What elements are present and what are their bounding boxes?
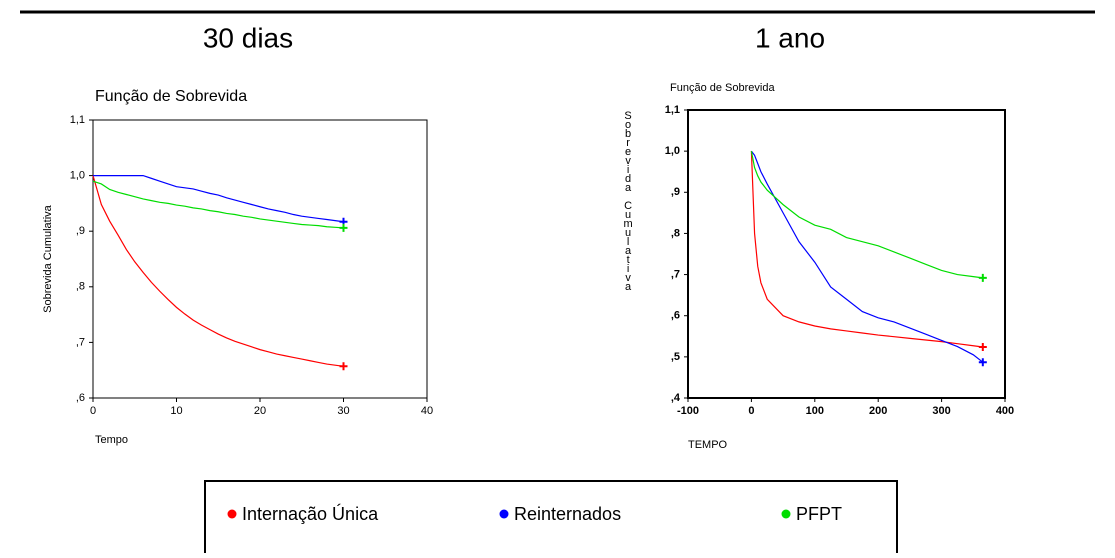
x-tick-label: 300 (932, 405, 950, 417)
y-tick-label: ,4 (671, 392, 681, 404)
chart-subtitle: Função de Sobrevida (670, 82, 775, 94)
y-tick-label: 1,1 (665, 104, 680, 116)
x-tick-label: 20 (254, 405, 266, 417)
plot-frame (687, 109, 1006, 399)
y-tick-label: ,7 (671, 268, 680, 280)
chart-title: 1 ano (755, 22, 825, 53)
survival-curve (93, 175, 344, 223)
y-tick-label: ,9 (76, 225, 85, 237)
x-tick-label: 400 (996, 405, 1014, 417)
x-axis-label: Tempo (95, 434, 128, 446)
survival-curve (92, 175, 344, 367)
y-tick-label: ,6 (671, 310, 680, 322)
censor-marker (339, 223, 348, 232)
legend-swatch (499, 509, 509, 519)
x-tick-label: 30 (337, 405, 349, 417)
legend-box (204, 480, 898, 558)
x-tick-label: -100 (677, 405, 699, 417)
y-tick-label: 1,1 (70, 114, 85, 126)
y-tick-label: ,8 (76, 281, 85, 293)
survival-curve (750, 151, 983, 348)
legend-swatch (781, 509, 791, 519)
legend-swatch (227, 509, 237, 519)
x-tick-label: 40 (421, 405, 433, 417)
x-axis-label: TEMPO (688, 439, 728, 451)
y-axis-label: Sobrevida Cumulativa (622, 110, 634, 290)
survival-curve (92, 180, 344, 229)
legend-label: PFPT (796, 504, 842, 524)
x-tick-label: 100 (806, 405, 824, 417)
y-tick-label: ,9 (671, 186, 680, 198)
legend-label: Reinternados (514, 504, 621, 524)
y-tick-label: ,7 (76, 336, 85, 348)
y-tick-label: ,8 (671, 227, 680, 239)
y-axis-label: Sobrevida Cumulativa (42, 204, 54, 312)
y-tick-label: 1,0 (665, 145, 680, 157)
y-tick-label: 1,0 (70, 170, 85, 182)
survival-curve (750, 151, 983, 279)
censor-marker (978, 358, 987, 367)
x-tick-label: 0 (90, 405, 96, 417)
x-tick-label: 200 (869, 405, 887, 417)
censor-marker (339, 362, 348, 371)
censor-marker (978, 342, 987, 351)
y-tick-label: ,5 (671, 351, 680, 363)
chart-title: 30 dias (203, 22, 293, 53)
y-tick-label: ,6 (76, 392, 85, 404)
survival-curve (750, 150, 984, 363)
x-tick-label: 10 (170, 405, 182, 417)
x-tick-label: 0 (748, 405, 754, 417)
legend-label: Internação Única (242, 503, 379, 524)
censor-marker (978, 273, 987, 282)
plot-frame (92, 119, 428, 399)
chart-subtitle: Função de Sobrevida (95, 88, 247, 105)
